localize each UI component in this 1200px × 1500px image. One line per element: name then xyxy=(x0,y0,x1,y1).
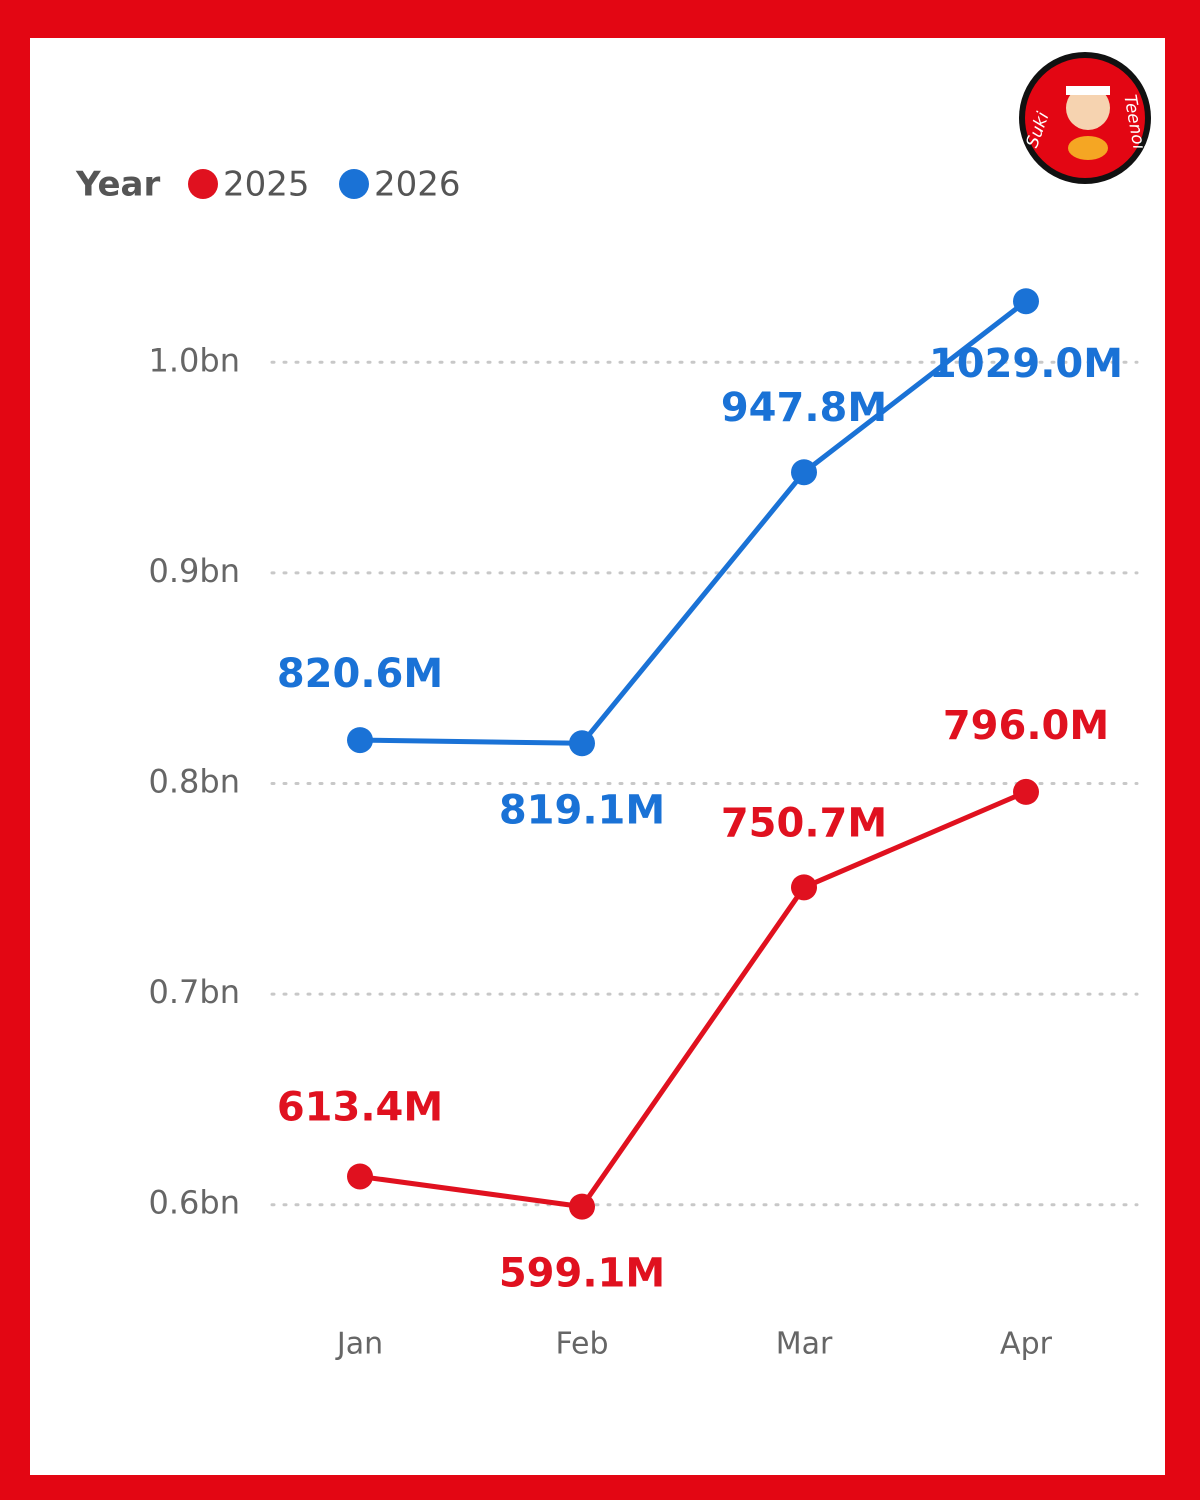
data-label: 947.8M xyxy=(721,385,887,431)
legend-swatch xyxy=(188,169,218,199)
data-label: 796.0M xyxy=(943,703,1109,749)
panel xyxy=(30,38,1165,1475)
data-point xyxy=(347,1163,373,1190)
logo-face xyxy=(1066,86,1110,130)
logo-band xyxy=(1066,86,1110,95)
legend-title: Year xyxy=(75,165,161,205)
data-label: 819.1M xyxy=(499,787,665,833)
y-tick-label: 0.9bn xyxy=(149,552,240,590)
y-tick-label: 0.7bn xyxy=(149,973,240,1011)
data-point xyxy=(569,730,595,757)
series-line xyxy=(359,789,1027,1210)
series-line xyxy=(359,299,1028,746)
data-point xyxy=(569,1193,595,1220)
data-label: 820.6M xyxy=(277,651,443,697)
legend-label: 2026 xyxy=(374,165,461,205)
data-point xyxy=(1013,288,1039,315)
y-tick-label: 0.6bn xyxy=(149,1184,240,1222)
x-tick-label: Mar xyxy=(776,1327,833,1362)
x-tick-label: Apr xyxy=(1000,1327,1053,1362)
data-point xyxy=(1013,778,1039,805)
y-tick-label: 1.0bn xyxy=(149,341,240,379)
x-tick-label: Feb xyxy=(555,1327,608,1362)
data-point xyxy=(791,459,817,486)
data-label: 1029.0M xyxy=(929,341,1123,387)
x-tick-label: Jan xyxy=(335,1327,383,1362)
data-label: 750.7M xyxy=(721,800,887,846)
legend-swatch xyxy=(339,169,369,199)
data-point xyxy=(791,874,817,901)
y-tick-label: 0.8bn xyxy=(149,763,240,801)
data-label: 613.4M xyxy=(277,1084,443,1130)
data-label: 599.1M xyxy=(499,1251,665,1297)
legend-label: 2025 xyxy=(223,165,310,205)
data-point xyxy=(347,727,373,754)
logo: Suki Teenoi xyxy=(1019,52,1151,184)
logo-bowl xyxy=(1068,136,1108,160)
